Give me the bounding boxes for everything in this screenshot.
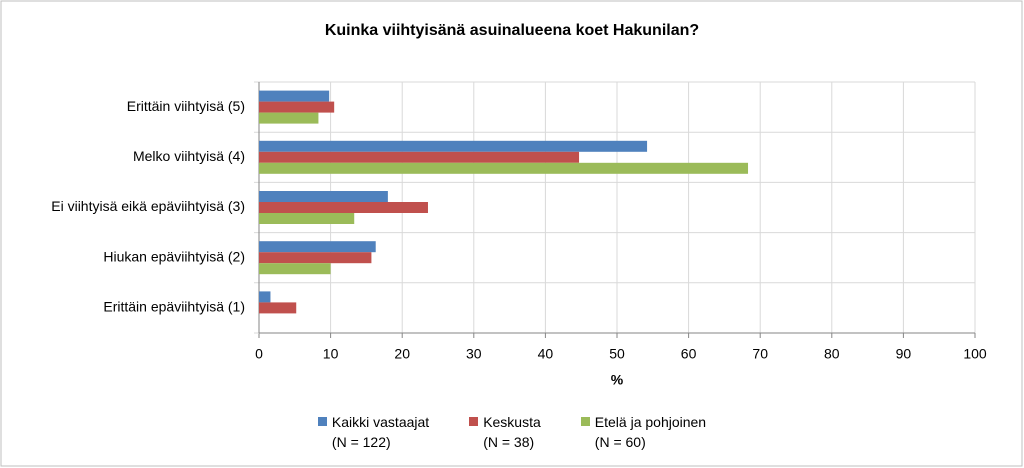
bar	[259, 140, 648, 152]
legend-item: Kaikki vastaajat (N = 122)	[317, 412, 430, 452]
y-tick-label: Ei viihtyisä eikä epäviihtyisä (3)	[51, 198, 245, 214]
legend: Kaikki vastaajat (N = 122) Keskusta (N = …	[0, 412, 1024, 452]
x-tick-label: 90	[896, 346, 912, 362]
y-tick-label: Melko viihtyisä (4)	[133, 148, 245, 164]
legend-label: Etelä ja pohjoinen (N = 60)	[594, 414, 707, 450]
x-tick-label: 0	[255, 346, 263, 362]
legend-swatch	[317, 417, 327, 426]
legend-label: Keskusta (N = 38)	[483, 414, 541, 450]
x-tick-label: 30	[466, 346, 482, 362]
x-tick-label: 50	[609, 346, 625, 362]
legend-label: Kaikki vastaajat (N = 122)	[331, 414, 430, 450]
x-axis-label: %	[611, 372, 624, 388]
bar	[259, 202, 428, 213]
x-tick-label: 60	[681, 346, 697, 362]
bar	[259, 263, 331, 275]
bar	[259, 101, 335, 113]
y-tick-label: Erittäin viihtyisä (5)	[127, 98, 245, 114]
bar	[259, 112, 319, 124]
x-tick-label: 70	[752, 346, 768, 362]
x-tick-label: 10	[323, 346, 339, 362]
bar	[259, 162, 749, 174]
chart-title: Kuinka viihtyisänä asuinalueena koet Hak…	[325, 22, 699, 39]
bar	[259, 252, 372, 264]
bar	[259, 191, 388, 202]
legend-item: Etelä ja pohjoinen (N = 60)	[580, 412, 707, 452]
x-tick-label: 40	[538, 346, 554, 362]
legend-item: Keskusta (N = 38)	[469, 412, 541, 452]
x-tick-label: 80	[824, 346, 840, 362]
bar	[259, 213, 355, 224]
x-tick-label: 20	[394, 346, 410, 362]
legend-swatch	[580, 417, 590, 426]
bar	[259, 291, 271, 303]
y-tick-label: Hiukan epäviihtyisä (2)	[103, 248, 245, 264]
legend-swatch	[469, 417, 479, 426]
bar	[259, 241, 376, 253]
bar	[259, 302, 297, 314]
bar	[259, 90, 330, 102]
x-tick-label: 100	[963, 346, 987, 362]
bar	[259, 151, 580, 163]
y-tick-label: Erittäin epäviihtyisä (1)	[103, 299, 245, 315]
